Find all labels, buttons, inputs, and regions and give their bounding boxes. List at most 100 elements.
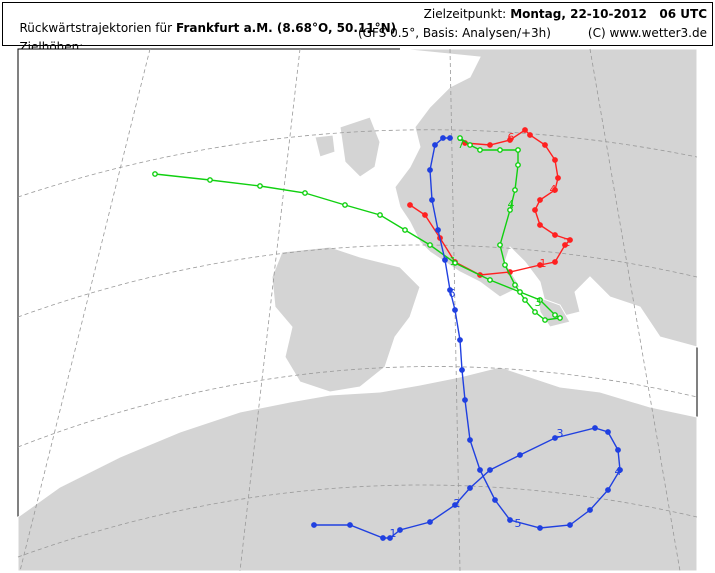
trajectory-point	[537, 222, 543, 228]
trajectory-point	[497, 147, 503, 153]
trajectory-point	[512, 187, 518, 193]
model: (GFS 0.5°, Basis: Analysen/+3h)	[358, 26, 551, 40]
trajectory-point	[427, 242, 433, 248]
trajectory-point	[447, 287, 453, 293]
trajectory-point	[517, 452, 523, 458]
trajectory-point	[562, 242, 568, 248]
trajectory-point	[427, 519, 433, 525]
location: Frankfurt a.M. (8.68°O, 50.11°N)	[176, 21, 397, 35]
trajectory-point	[552, 259, 558, 265]
day-label: 3	[557, 427, 564, 440]
trajectory-point	[397, 527, 403, 533]
trajectory-point	[592, 425, 598, 431]
trajectory-point	[515, 147, 521, 153]
trajectory-point	[517, 289, 523, 295]
trajectory-point	[467, 142, 473, 148]
land	[17, 48, 698, 572]
trajectory-point	[587, 507, 593, 513]
trajectory-point	[537, 297, 543, 303]
day-label: 5	[515, 517, 522, 530]
trajectory-point	[467, 437, 473, 443]
trajectory-point	[527, 132, 533, 138]
day-label: 2	[564, 236, 571, 249]
time-value: Montag, 22-10-2012 06 UTC	[510, 7, 707, 21]
trajectory-point	[532, 309, 538, 315]
trajectory-point	[452, 260, 458, 266]
trajectory-point	[507, 137, 513, 143]
time: Zielzeitpunkt: Montag, 22-10-2012 06 UTC	[424, 7, 707, 21]
trajectory-point	[377, 212, 383, 218]
trajectory-point	[537, 525, 543, 531]
day-label: 1	[390, 527, 397, 540]
copyright: (C) www.wetter3.de	[587, 26, 707, 40]
trajectory-point	[512, 282, 518, 288]
trajectory-point	[522, 127, 528, 133]
trajectory	[154, 137, 563, 321]
trajectory-point	[457, 337, 463, 343]
trajectory-point	[552, 232, 558, 238]
day-label: 1	[540, 257, 547, 270]
header-row: Rückwärtstrajektorien für Frankfurt a.M. …	[8, 7, 707, 35]
trajectory-point	[380, 535, 386, 541]
trajectory-point	[440, 135, 446, 141]
trajectory-point	[497, 242, 503, 248]
trajectory-point	[459, 367, 465, 373]
trajectory-point	[522, 297, 528, 303]
header-row: Zielhöhen: 950 hPa,850 hPa,700 hPa(GFS 0…	[8, 26, 707, 68]
trajectory-point	[537, 197, 543, 203]
trajectory-point	[462, 397, 468, 403]
trajectory-point	[152, 171, 158, 177]
trajectory-point	[302, 190, 308, 196]
trajectory-point	[207, 177, 213, 183]
day-label: 3	[535, 296, 542, 309]
trajectory-point	[555, 175, 561, 181]
trajectory-point	[552, 312, 558, 318]
trajectory-point	[407, 202, 413, 208]
trajectory-point	[567, 522, 573, 528]
trajectory-point	[257, 183, 263, 189]
day-label: 4	[615, 465, 622, 478]
trajectory-point	[537, 262, 543, 268]
trajectory-point	[487, 277, 493, 283]
trajectory-point	[567, 237, 573, 243]
trajectory-point	[432, 142, 438, 148]
time-label: Zielzeitpunkt:	[423, 7, 507, 21]
trajectory-point	[507, 207, 513, 213]
trajectory-point	[542, 142, 548, 148]
trajectory-point	[487, 142, 493, 148]
trajectory-point	[605, 487, 611, 493]
trajectory-point	[542, 317, 548, 323]
trajectory-point	[402, 227, 408, 233]
trajectory-point	[615, 447, 621, 453]
map: 1 2 4 6 1 3 4 7 1 2 3 4 5 6	[17, 48, 698, 572]
trajectory-point	[492, 497, 498, 503]
trajectory-point	[617, 467, 623, 473]
trajectory-point	[467, 485, 473, 491]
day-label: 4	[550, 183, 557, 196]
trajectory-point	[502, 262, 508, 268]
day-label: 2	[454, 497, 461, 510]
trajectory-point	[422, 212, 428, 218]
day-label: 6	[449, 287, 456, 300]
trajectory-point	[477, 467, 483, 473]
trajectory-point	[507, 517, 513, 523]
header: Rückwärtstrajektorien für Frankfurt a.M. …	[2, 2, 713, 68]
trajectory-point	[557, 315, 563, 321]
trajectories: 1 2 4 6 1 3 4 7 1 2 3 4 5 6	[152, 127, 623, 541]
trajectory-point	[515, 162, 521, 168]
trajectory-point	[311, 522, 317, 528]
trajectory-point	[427, 167, 433, 173]
trajectory-point	[552, 187, 558, 193]
trajectory-point	[605, 429, 611, 435]
trajectory-point	[457, 135, 463, 141]
day-label: 1	[450, 255, 457, 268]
trajectory-point	[452, 502, 458, 508]
trajectory-point	[387, 535, 393, 541]
trajectory-point	[552, 157, 558, 163]
trajectory-point	[552, 435, 558, 441]
day-label: 7	[458, 138, 465, 151]
trajectory-point	[442, 257, 448, 263]
trajectory-point	[429, 197, 435, 203]
trajectory-point	[477, 147, 483, 153]
trajectory-point	[342, 202, 348, 208]
